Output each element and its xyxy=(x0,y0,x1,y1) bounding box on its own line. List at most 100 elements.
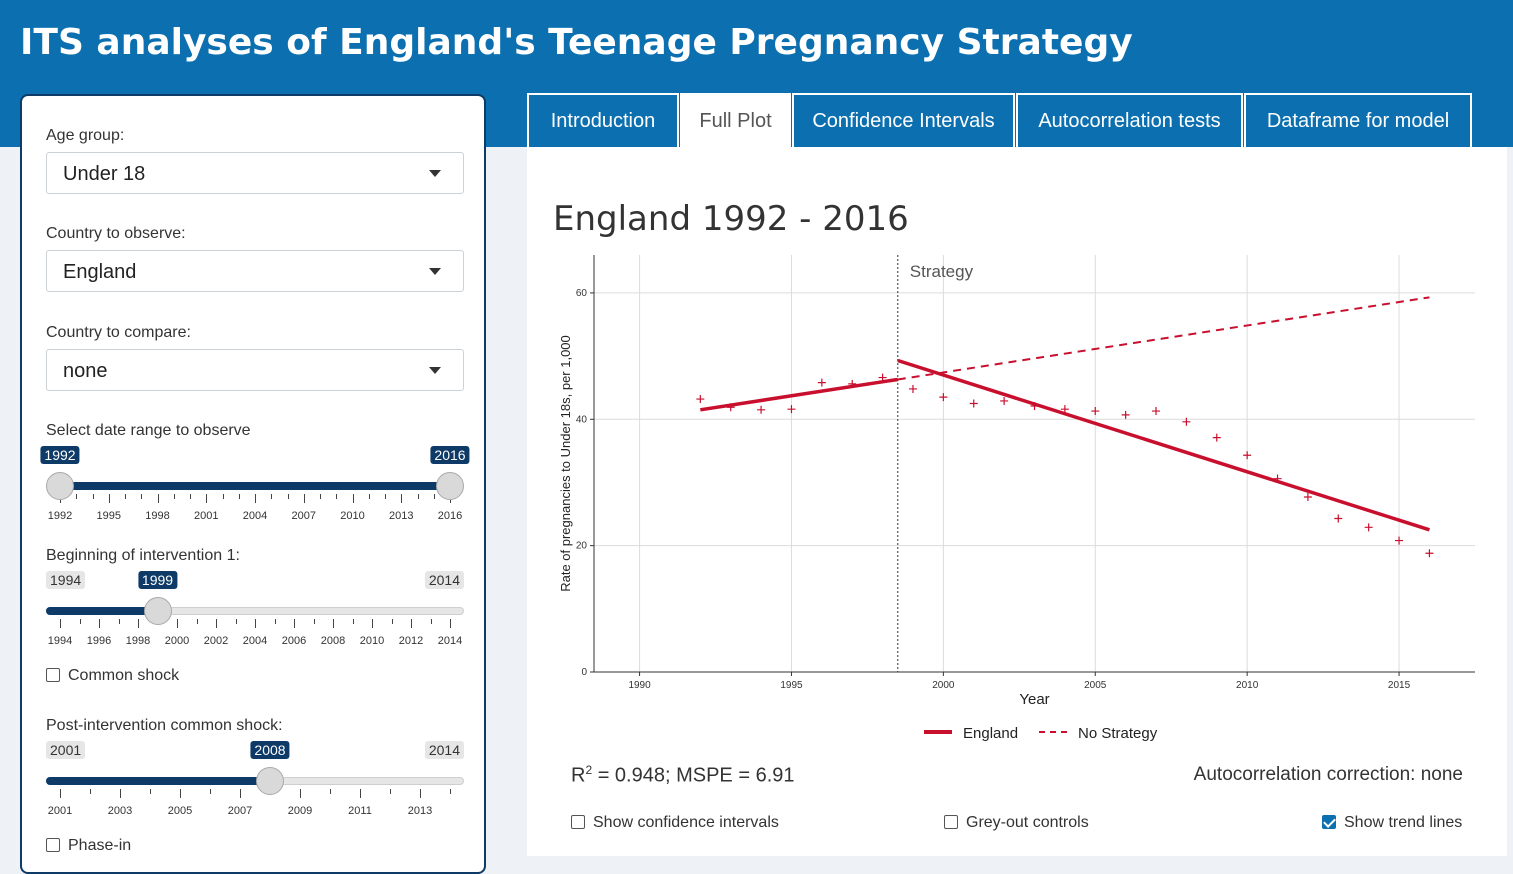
slider-tick xyxy=(125,494,126,499)
slider-tick-label: 2005 xyxy=(167,805,193,817)
checkbox-box[interactable] xyxy=(1322,815,1336,829)
show-ci-checkbox[interactable]: Show confidence intervals xyxy=(571,814,779,832)
date-range-slider[interactable]: 1992 1995 1998 2001 2004 2007 2010 2013 2016 1992… xyxy=(40,446,470,540)
slider-tick xyxy=(450,619,451,628)
slider-tick xyxy=(385,494,386,499)
slider-handle[interactable] xyxy=(143,597,172,625)
slider-tick-label: 2011 xyxy=(348,805,372,817)
data-point xyxy=(696,395,705,404)
slider-low-handle[interactable] xyxy=(46,472,74,500)
data-point xyxy=(1364,523,1373,532)
slider-tick xyxy=(271,494,273,499)
checkbox-box[interactable] xyxy=(46,838,60,852)
model-stats: R2 = 0.948; MSPE = 6.91 xyxy=(571,763,795,788)
tick-layer: 1990 1995 2000 2005 2010 2015 0 20 40 60 xyxy=(576,288,1411,691)
slider-tick xyxy=(330,789,331,794)
slider-tick xyxy=(90,789,91,794)
slider-tick-label: 2001 xyxy=(194,510,219,522)
data-point xyxy=(1303,492,1312,501)
slider-tick xyxy=(180,789,181,798)
slider-tick xyxy=(177,619,178,628)
slider-tick xyxy=(430,619,432,624)
slider-tick-label: 2009 xyxy=(287,805,313,817)
slider-tick-label: 1992 xyxy=(47,510,73,522)
chevron-down-icon xyxy=(429,268,441,275)
slider-fill xyxy=(46,777,270,785)
slider-tick xyxy=(372,619,373,628)
slider-tick-label: 2002 xyxy=(203,635,229,647)
slider-tick-label: 1995 xyxy=(96,510,121,522)
slider-tick-label: 2010 xyxy=(340,510,365,522)
country-observe-select[interactable]: England xyxy=(46,250,464,292)
x-tick-label: 2010 xyxy=(1236,680,1259,691)
checkbox-box[interactable] xyxy=(571,815,585,829)
slider-tick xyxy=(313,619,315,624)
slider-tick xyxy=(150,789,151,794)
data-point xyxy=(1030,402,1039,411)
country-compare-select[interactable]: none xyxy=(46,349,464,391)
data-point xyxy=(1121,410,1130,419)
slider-tick xyxy=(303,494,305,503)
england-trend-pre xyxy=(700,377,899,412)
slider-tick-label: 1996 xyxy=(86,635,112,647)
tab-full-plot[interactable]: Full Plot xyxy=(680,93,791,147)
slider-tick xyxy=(222,494,224,499)
r2-prefix: R xyxy=(571,764,586,787)
slider-tick xyxy=(274,619,276,624)
slider-tick-label: 2014 xyxy=(437,635,463,647)
y-tick-label: 0 xyxy=(581,667,587,678)
phase-in-checkbox[interactable]: Phase-in xyxy=(46,837,131,855)
checkbox-box[interactable] xyxy=(944,815,958,829)
data-point xyxy=(1060,405,1069,414)
country-compare-label: Country to compare: xyxy=(46,324,191,341)
age-group-select[interactable]: Under 18 xyxy=(46,152,464,194)
slider-tick xyxy=(60,789,61,798)
slider-tick xyxy=(210,789,211,794)
slider-tick xyxy=(206,494,208,503)
slider-tick-label: 2004 xyxy=(242,635,268,647)
show-trend-checkbox[interactable]: Show trend lines xyxy=(1322,814,1462,832)
tab-autocorrelation-tests[interactable]: Autocorrelation tests xyxy=(1016,93,1243,147)
data-point xyxy=(1273,474,1282,483)
slider-tick xyxy=(420,789,421,798)
slider-handle[interactable] xyxy=(256,767,284,795)
chevron-down-icon xyxy=(429,367,441,374)
slider-tick-label: 2004 xyxy=(242,510,268,522)
grey-out-checkbox[interactable]: Grey-out controls xyxy=(944,814,1089,832)
slider-high-handle[interactable] xyxy=(436,472,464,500)
slider-tick xyxy=(417,494,419,499)
y-axis-title: Rate of pregnancies to Under 18s, per 1,… xyxy=(558,335,573,592)
data-point xyxy=(939,393,948,402)
slider-min-badge: 2001 xyxy=(46,741,86,759)
england-trend-post xyxy=(897,358,1430,532)
data-point xyxy=(1395,536,1404,545)
slider-tick-label: 2013 xyxy=(389,510,414,522)
tab-dataframe-for-model[interactable]: Dataframe for model xyxy=(1244,93,1472,147)
data-point xyxy=(878,373,887,382)
x-tick-label: 1995 xyxy=(780,680,803,691)
slider-min-badge: 1994 xyxy=(46,571,86,589)
slider-tick xyxy=(320,494,321,499)
slider-tick xyxy=(287,494,289,499)
tab-confidence-intervals[interactable]: Confidence Intervals xyxy=(792,93,1015,147)
slider-tick xyxy=(99,619,100,628)
intervention1-slider[interactable]: 1994 1996 1998 2000 2002 2004 2006 2008 2010 2012… xyxy=(46,571,464,665)
slider-high-badge: 2016 xyxy=(430,446,470,464)
slider-tick xyxy=(294,619,295,628)
chart-legend: England No Strategy xyxy=(924,725,1158,742)
post-common-shock-label: Post-intervention common shock: xyxy=(46,717,283,734)
slider-tick xyxy=(118,619,120,624)
checkbox-box[interactable] xyxy=(46,668,60,682)
data-point xyxy=(848,379,857,388)
country-observe-label: Country to observe: xyxy=(46,225,186,242)
tab-introduction[interactable]: Introduction xyxy=(527,93,679,147)
post-common-shock-slider[interactable]: 2001 2003 2005 2007 2009 2011 2013 2001 2014 2008 xyxy=(46,741,464,835)
slider-tick-label: 2007 xyxy=(291,510,316,522)
x-tick-label: 2005 xyxy=(1084,680,1107,691)
slider-low-badge: 1992 xyxy=(40,446,80,464)
y-tick-label: 40 xyxy=(576,414,588,425)
data-point xyxy=(1243,451,1252,460)
slider-tick xyxy=(141,494,143,499)
slider-tick xyxy=(120,789,121,798)
common-shock-checkbox[interactable]: Common shock xyxy=(46,667,179,685)
